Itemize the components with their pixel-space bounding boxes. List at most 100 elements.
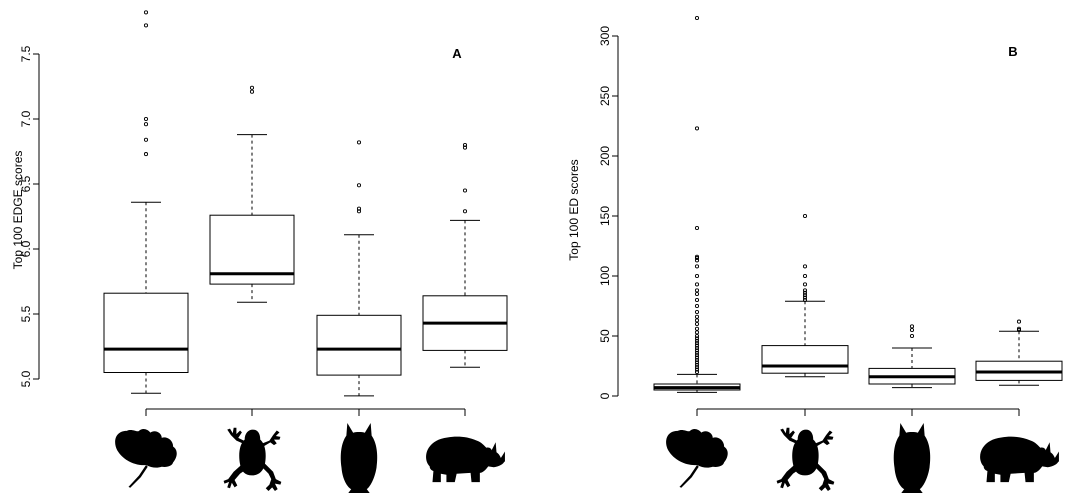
outlier-point (694, 273, 700, 279)
outlier-point (694, 254, 700, 259)
plant-silhouette-icon (115, 428, 177, 488)
outlier-point (694, 343, 700, 348)
outlier-point (694, 309, 700, 315)
outlier-point (694, 282, 700, 287)
box-rhino-silhouette (422, 142, 508, 368)
outlier-point (694, 318, 700, 323)
outlier-point (802, 282, 808, 287)
box-owl-silhouette (868, 324, 956, 389)
box-frog-silhouette (209, 85, 295, 303)
outlier-point (356, 183, 362, 188)
outlier-point (694, 321, 700, 327)
outlier-point (802, 264, 808, 269)
outlier-point (249, 89, 255, 94)
outlier-point (802, 293, 808, 298)
outlier-point (249, 85, 255, 90)
outlier-point (694, 350, 700, 355)
rhino-silhouette-icon (426, 436, 505, 483)
y-axis-title: Top 100 EDGE scores (11, 151, 25, 270)
outlier-point (462, 209, 468, 214)
outlier-point (909, 327, 915, 333)
outlier-point (694, 330, 700, 335)
y-tick-label: 7.5 (19, 45, 33, 62)
frog-silhouette-icon (776, 427, 835, 491)
panel-b: 0 50 100 150 200 250 300 Top 100 ED scores B (567, 15, 1063, 493)
y-tick-label: 0 (598, 392, 612, 399)
outlier-point (909, 324, 915, 329)
plant-silhouette-icon (666, 428, 728, 488)
box-frog-silhouette (761, 213, 849, 378)
outlier-point (356, 209, 362, 214)
outlier-point (1016, 319, 1022, 324)
box-owl-silhouette (316, 140, 402, 397)
y-tick-label: 300 (598, 26, 612, 46)
outlier-point (694, 365, 700, 370)
panel-a: 5.0 5.5 6.0 6.5 7.0 7.5 Top 100 EDGE scores A (11, 10, 508, 493)
y-axis-title: Top 100 ED scores (567, 159, 581, 260)
outlier-point (694, 348, 700, 353)
outlier-point (694, 336, 700, 341)
rhino-silhouette-icon (980, 436, 1059, 483)
outlier-point (694, 291, 700, 297)
outlier-point (462, 142, 468, 148)
y-tick-label: 200 (598, 146, 612, 166)
outlier-point (694, 355, 700, 360)
outlier-point (694, 303, 700, 309)
outlier-point (694, 357, 700, 363)
outlier-point (143, 23, 149, 28)
outlier-point (802, 213, 808, 219)
y-tick-label: 100 (598, 266, 612, 286)
y-tick-label: 250 (598, 86, 612, 106)
outlier-point (694, 314, 700, 319)
outlier-point (802, 288, 808, 293)
outlier-point (356, 140, 362, 145)
outlier-point (462, 188, 468, 193)
box-plant-silhouette (653, 15, 741, 393)
outlier-point (694, 326, 700, 331)
y-tick-label: 5.5 (19, 305, 33, 322)
outlier-point (694, 345, 700, 351)
panel-label: B (1008, 44, 1017, 59)
outlier-point (694, 362, 700, 367)
y-tick-label: 50 (598, 329, 612, 343)
outlier-point (694, 288, 700, 293)
outlier-point (694, 341, 700, 346)
outlier-point (802, 295, 808, 300)
outlier-point (694, 126, 700, 131)
box-plant-silhouette (103, 10, 189, 394)
iqr-box (103, 292, 189, 374)
outlier-point (694, 338, 700, 343)
iqr-box (761, 345, 849, 374)
outlier-point (802, 273, 808, 279)
y-tick-label: 6.0 (19, 240, 33, 257)
outlier-point (694, 367, 700, 372)
outlier-point (1016, 326, 1022, 331)
outlier-point (694, 369, 700, 375)
iqr-box (316, 314, 402, 376)
outlier-point (694, 360, 700, 365)
y-tick-label: 150 (598, 206, 612, 226)
y-tick-label: 6.5 (19, 175, 33, 192)
outlier-point (356, 206, 362, 211)
y-tick-label: 5.0 (19, 370, 33, 387)
outlier-point (143, 152, 149, 157)
outlier-point (462, 145, 468, 150)
outlier-point (143, 122, 149, 127)
outlier-point (694, 225, 700, 231)
outlier-point (694, 353, 700, 358)
outlier-point (694, 297, 700, 303)
frog-silhouette-icon (223, 427, 282, 491)
outlier-point (909, 333, 915, 339)
outlier-point (143, 137, 149, 142)
owl-silhouette-icon (893, 423, 931, 493)
outlier-point (802, 290, 808, 295)
outlier-point (143, 10, 149, 15)
outlier-point (802, 297, 808, 303)
outlier-point (694, 15, 700, 21)
outlier-point (694, 264, 700, 269)
y-tick-label: 7.0 (19, 110, 33, 127)
box-rhino-silhouette (975, 319, 1063, 386)
outlier-point (143, 116, 149, 122)
panel-label: A (452, 46, 462, 61)
